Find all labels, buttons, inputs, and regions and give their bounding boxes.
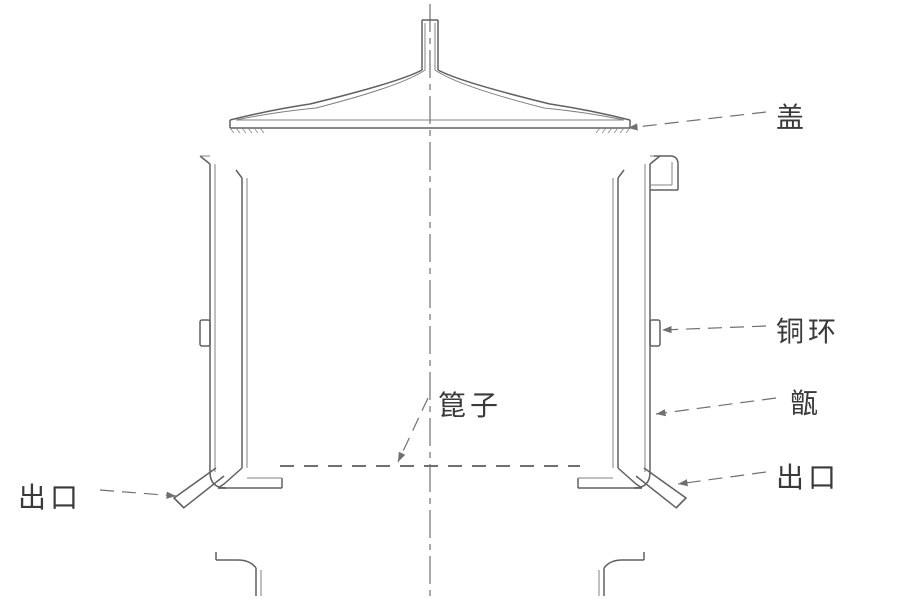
outlet-left	[174, 468, 224, 508]
leader-vessel	[656, 398, 776, 414]
outlet-right	[636, 468, 686, 508]
label-outlet_l: 出口	[18, 476, 82, 516]
label-vessel: 甑	[790, 382, 822, 422]
ring-right	[650, 320, 660, 346]
label-ring: 铜环	[776, 310, 840, 350]
leader-lid	[628, 112, 766, 128]
lid-outer-right	[438, 70, 630, 120]
leader-grate	[398, 398, 428, 462]
ring-left	[200, 320, 210, 346]
leader-outlet_r	[678, 472, 766, 484]
lid-outer-left	[230, 70, 422, 120]
leader-outlet_l	[100, 490, 176, 496]
label-grate: 箟子	[438, 384, 502, 424]
label-lid: 盖	[776, 96, 808, 136]
label-outlet_r: 出口	[776, 456, 840, 496]
leader-ring	[662, 326, 766, 330]
